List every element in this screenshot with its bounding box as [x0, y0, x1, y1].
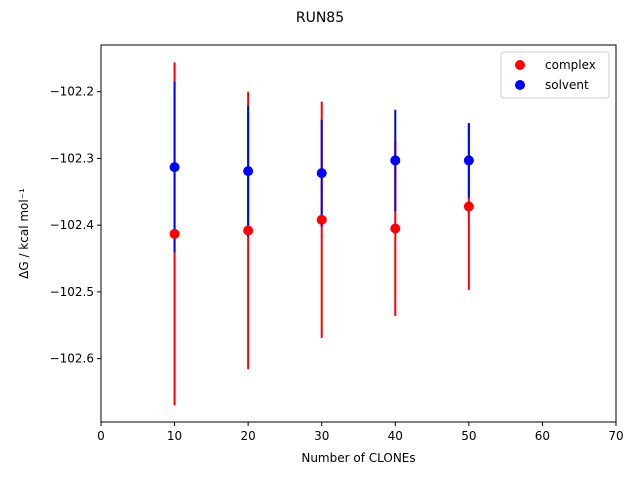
x-axis: 0 10 20 30 40 50 60 70 — [97, 422, 624, 443]
y-axis: −102.6 −102.5 −102.4 −102.3 −102.2 — [50, 85, 101, 366]
y-tick-label: −102.2 — [50, 85, 94, 99]
y-tick-label: −102.4 — [50, 218, 94, 232]
legend-marker-solvent — [515, 80, 525, 90]
data-point-solvent — [243, 166, 254, 177]
data-point-complex — [316, 214, 327, 225]
legend-label: complex — [545, 58, 596, 72]
plot-frame — [100, 44, 617, 423]
x-tick-label: 20 — [241, 429, 256, 443]
data-point-complex — [390, 223, 401, 234]
y-tick-label: −102.6 — [50, 352, 94, 366]
x-tick-label: 40 — [388, 429, 403, 443]
chart-title: RUN85 — [296, 10, 344, 26]
x-tick-label: 30 — [314, 429, 329, 443]
y-tick-label: −102.5 — [50, 285, 94, 299]
x-tick-label: 50 — [461, 429, 476, 443]
data-marks — [169, 62, 474, 406]
data-point-solvent — [169, 162, 180, 173]
x-tick-label: 0 — [97, 429, 105, 443]
x-tick-label: 60 — [535, 429, 550, 443]
data-point-solvent — [316, 168, 327, 179]
legend-box — [500, 51, 610, 99]
data-point-complex — [169, 228, 180, 239]
y-axis-title: ΔG / kcal mol⁻¹ — [17, 188, 31, 279]
x-tick-label: 70 — [608, 429, 623, 443]
data-point-complex — [243, 225, 254, 236]
data-point-solvent — [463, 155, 474, 166]
legend-marker-complex — [515, 60, 525, 70]
y-tick-label: −102.3 — [50, 151, 94, 165]
x-axis-title: Number of CLONEs — [301, 451, 415, 465]
legend: complex solvent — [500, 51, 610, 99]
legend-label: solvent — [545, 78, 589, 92]
x-tick-label: 10 — [167, 429, 182, 443]
data-point-complex — [463, 201, 474, 212]
data-point-solvent — [390, 155, 401, 166]
